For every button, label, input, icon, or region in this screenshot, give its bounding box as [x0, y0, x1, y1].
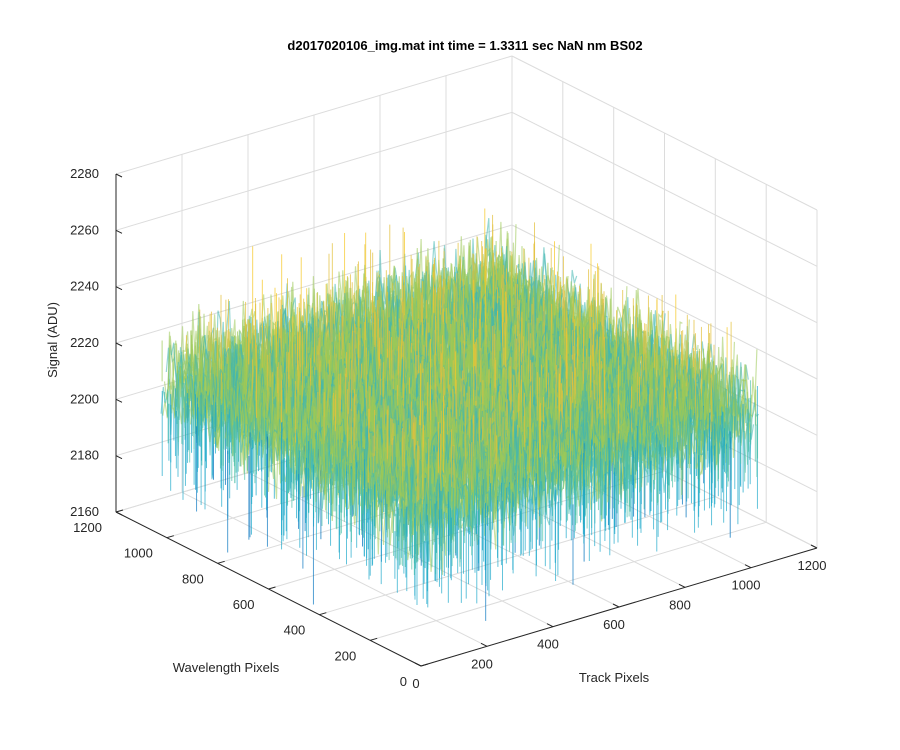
y-tick-mark: [217, 560, 225, 564]
y-tick-mark: [319, 612, 327, 616]
y-tick-label: 400: [284, 623, 306, 638]
z-tick-mark: [115, 342, 123, 347]
z-tick-label: 2200: [70, 391, 99, 406]
z-tick-mark: [115, 455, 123, 460]
z-tick-label: 2180: [70, 448, 99, 463]
y-tick-label: 0: [400, 674, 407, 689]
z-tick-mark: [115, 511, 123, 516]
grid-line: [115, 111, 513, 231]
z-tick-label: 2220: [70, 335, 99, 350]
axes: [115, 173, 818, 667]
y-tick-mark: [115, 509, 124, 513]
grid-line: [511, 111, 818, 267]
grid-line: [511, 55, 818, 211]
grid-line: [370, 521, 767, 641]
y-tick-mark: [370, 637, 378, 641]
x-tick-mark: [480, 642, 488, 647]
x-tick-mark: [810, 544, 818, 549]
x-tick-mark: [678, 583, 686, 588]
grid-line: [115, 55, 513, 175]
y-tick-label: 1000: [124, 546, 153, 561]
grid-line: [319, 496, 716, 616]
z-tick-label: 2260: [70, 222, 99, 237]
chart-title: d2017020106_img.mat int time = 1.3311 se…: [287, 38, 642, 53]
x-tick-label: 1200: [798, 558, 827, 573]
surface-row-line: [420, 374, 760, 570]
x-tick-label: 600: [603, 617, 625, 632]
tick-labels: 0 200 400 600 800 1000 1200 0 200 400 600 800 1000 12…: [70, 166, 826, 691]
z-tick-mark: [115, 229, 123, 234]
grid-line: [511, 224, 818, 380]
z-tick-label: 2280: [70, 166, 99, 181]
x-tick-mark: [546, 623, 554, 628]
y-tick-label: 800: [182, 571, 204, 586]
x-tick-label: 0: [412, 676, 419, 691]
z-axis-label: Signal (ADU): [45, 302, 60, 378]
y-tick-mark: [420, 663, 429, 667]
x-axis-label: Track Pixels: [579, 670, 650, 685]
x-tick-label: 400: [537, 637, 559, 652]
y-tick-label: 200: [334, 648, 356, 663]
y-tick-mark: [268, 586, 276, 590]
y-tick-mark: [166, 535, 174, 539]
z-tick-label: 2240: [70, 279, 99, 294]
x-tick-label: 1000: [732, 578, 761, 593]
grid-line: [511, 168, 818, 324]
grid-line: [115, 168, 513, 288]
z-tick-mark: [115, 286, 123, 291]
x-tick-mark: [612, 603, 620, 608]
z-tick-mark: [115, 398, 123, 403]
y-tick-label: 600: [233, 597, 255, 612]
x-tick-label: 800: [669, 597, 691, 612]
z-tick-label: 2160: [70, 504, 99, 519]
x-tick-mark: [744, 564, 752, 569]
y-tick-label: 1200: [73, 520, 102, 535]
x-tick-label: 200: [471, 656, 493, 671]
surface-plot: [160, 208, 760, 621]
z-tick-mark: [115, 173, 123, 178]
y-axis-label: Wavelength Pixels: [173, 660, 280, 675]
surface-front-edge: [161, 351, 759, 621]
x-tick-mark: [414, 662, 422, 667]
